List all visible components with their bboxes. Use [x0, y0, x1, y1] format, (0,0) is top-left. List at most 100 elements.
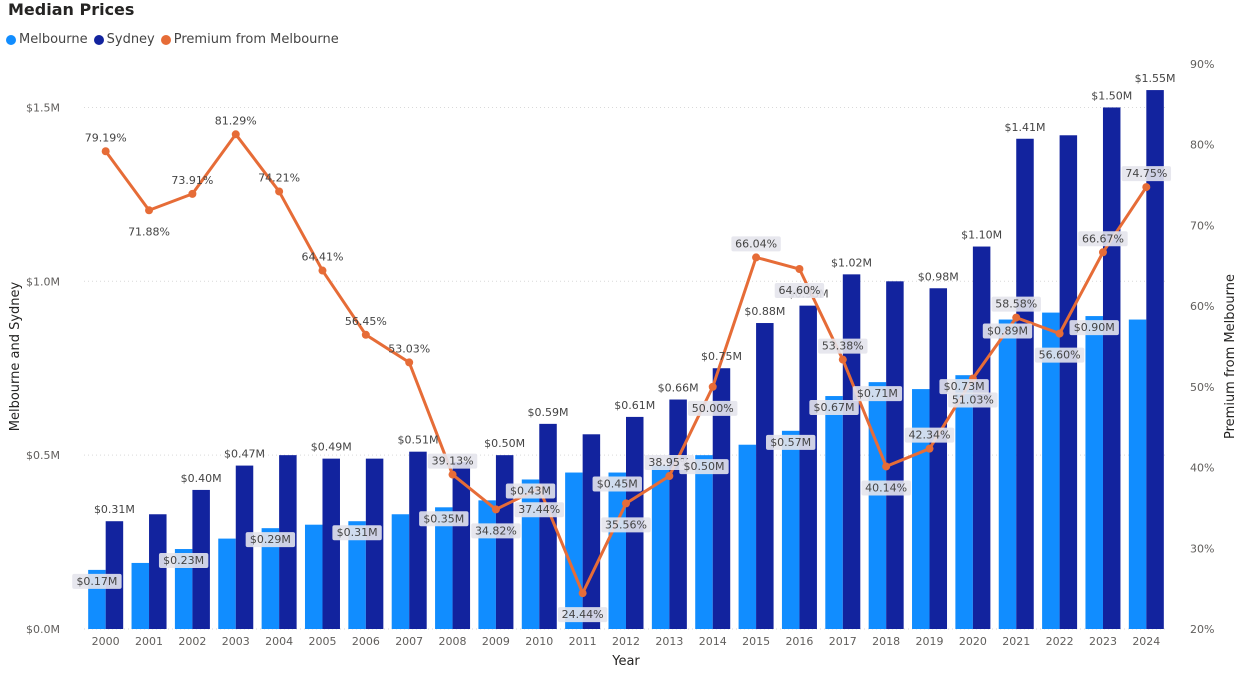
x-tick-label: 2004 [265, 635, 293, 648]
bar-sydney [452, 462, 471, 629]
label-sydney: $0.66M [658, 382, 699, 395]
premium-point [318, 266, 327, 275]
bar-melbourne [998, 319, 1017, 629]
x-tick-label: 2005 [308, 635, 336, 648]
label-melbourne-bg [245, 532, 296, 548]
label-premium: 40.14% [865, 481, 907, 494]
label-melbourne: $0.17M [76, 575, 117, 588]
data-labels-group: $0.31M $0.17M 79.19% 71.88% $0.40M $0.23M 73.9… [72, 72, 1176, 623]
label-premium: 64.41% [302, 251, 344, 264]
label-sydney: $0.75M [701, 350, 742, 363]
x-axis-title: Year [611, 654, 640, 669]
premium-point [925, 444, 934, 453]
label-premium-bg [601, 517, 651, 533]
label-premium: 56.45% [345, 315, 387, 328]
bar-melbourne [304, 524, 323, 629]
premium-point [882, 462, 891, 471]
label-sydney: $1.41M [1004, 121, 1045, 134]
bar-sydney [799, 305, 817, 629]
legend-item-premium[interactable]: Premium from Melbourne [160, 32, 339, 47]
y2-tick-label: 30% [1190, 542, 1214, 555]
premium-point [145, 206, 154, 215]
bar-sydney [929, 288, 948, 629]
bar-sydney [149, 514, 167, 629]
bar-melbourne [955, 375, 973, 629]
bar-melbourne [261, 528, 280, 629]
label-sydney: $0.88M [744, 305, 785, 318]
bars-group [88, 90, 1164, 630]
label-melbourne-bg [679, 459, 729, 475]
x-tick-label: 2024 [1132, 635, 1160, 648]
x-tick-label: 2021 [1002, 635, 1030, 648]
premium-point [101, 147, 110, 156]
label-melbourne: $0.35M [423, 512, 464, 525]
premium-point [838, 355, 847, 364]
x-tick-label: 2002 [178, 635, 206, 648]
bar-melbourne [348, 521, 366, 629]
label-melbourne: $0.90M [1074, 321, 1115, 334]
y-tick-label: $0.0M [26, 623, 60, 636]
bar-melbourne [651, 465, 670, 629]
bar-melbourne [1085, 316, 1103, 629]
y-axis-left: $0.0M $0.5M $1.0M $1.5M [26, 101, 60, 636]
x-tick-label: 2016 [785, 635, 813, 648]
legend: Melbourne Sydney Premium from Melbourne [6, 32, 345, 47]
bar-melbourne [695, 455, 713, 629]
premium-point [361, 330, 370, 339]
premium-point [578, 589, 587, 598]
x-tick-label: 2022 [1046, 635, 1074, 648]
bar-melbourne [435, 507, 453, 629]
label-premium: 39.13% [432, 455, 474, 468]
premium-point [448, 470, 457, 479]
y-tick-label: $1.5M [26, 101, 60, 114]
premium-point [275, 187, 284, 196]
label-melbourne: $0.89M [987, 325, 1028, 338]
premium-point [1098, 248, 1107, 257]
x-tick-label: 2003 [222, 635, 250, 648]
label-sydney: $0.47M [224, 448, 265, 461]
label-premium-bg [427, 453, 478, 469]
label-premium-bg [731, 236, 781, 252]
bar-sydney [842, 274, 861, 629]
label-premium-bg [818, 338, 868, 354]
x-tick-label: 2000 [92, 635, 120, 648]
x-tick-label: 2006 [352, 635, 380, 648]
premium-point [231, 130, 240, 139]
label-premium: 58.58% [995, 298, 1037, 311]
label-sydney: $1.55M [1135, 72, 1176, 85]
bar-sydney [539, 423, 557, 629]
legend-item-melbourne[interactable]: Melbourne [6, 32, 88, 47]
label-premium-bg [471, 523, 521, 539]
label-premium-bg [557, 607, 608, 623]
x-tick-label: 2009 [482, 635, 510, 648]
label-melbourne: $0.67M [814, 401, 855, 414]
x-axis: 2000 2001 2002 2003 2004 2005 2006 2007 2008 2009… [92, 635, 1161, 648]
bar-sydney [712, 368, 731, 629]
x-tick-label: 2023 [1089, 635, 1117, 648]
legend-item-sydney[interactable]: Sydney [93, 32, 155, 47]
x-tick-label: 2017 [829, 635, 857, 648]
label-premium: 74.21% [258, 171, 300, 184]
label-melbourne: $0.50M [683, 460, 724, 473]
label-premium: 35.56% [605, 518, 647, 531]
bar-melbourne [521, 479, 540, 629]
label-melbourne-bg [809, 400, 859, 416]
bar-melbourne [565, 472, 583, 629]
bar-melbourne [391, 514, 410, 629]
label-melbourne: $0.31M [337, 526, 378, 539]
bar-melbourne [218, 538, 236, 629]
label-melbourne: $0.29M [250, 533, 291, 546]
label-melbourne: $0.71M [857, 387, 898, 400]
label-sydney: $1.10M [961, 229, 1002, 242]
label-premium: 42.34% [909, 429, 951, 442]
label-melbourne-bg [765, 434, 816, 450]
bar-melbourne [608, 472, 626, 629]
y2-tick-label: 20% [1190, 623, 1214, 636]
label-melbourne: $0.43M [510, 484, 551, 497]
legend-dot-melbourne-icon [6, 34, 16, 45]
x-tick-label: 2010 [525, 635, 553, 648]
label-premium: 73.91% [171, 174, 213, 187]
bar-melbourne [738, 444, 757, 629]
bar-sydney [1016, 138, 1034, 629]
